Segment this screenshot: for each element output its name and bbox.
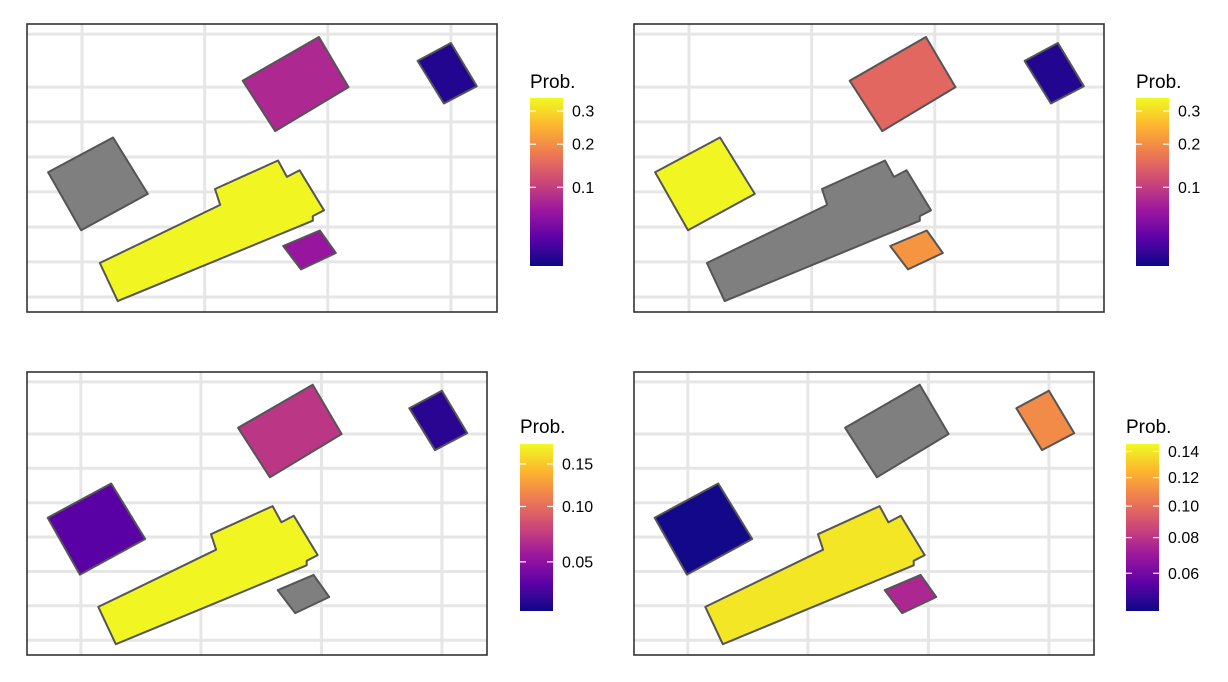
building-polygon-b5 [282, 229, 337, 271]
colorbar-tick-label: 0.08 [1168, 530, 1199, 547]
map-graticule [634, 372, 1094, 655]
colorbar-legend: Prob. 0.05 0.10 0.15 [520, 417, 593, 611]
legend-title: Prob. [1136, 72, 1181, 93]
colorbar-legend: Prob. 0.1 0.2 0.3 [1136, 72, 1200, 266]
colorbar-tick-label: 0.3 [1178, 104, 1200, 121]
map-panel-4: Prob. 0.06 0.08 0.10 0.12 0.14 [633, 371, 1199, 656]
building-polygon-b3 [47, 136, 149, 232]
colorbar [1136, 98, 1169, 266]
map-panel-1: Prob. 0.1 0.2 0.3 [26, 23, 594, 313]
building-polygon-b5 [883, 573, 938, 615]
building-polygon-b2 [1015, 389, 1076, 452]
legend-title: Prob. [520, 417, 565, 438]
building-polygon-b1 [241, 36, 350, 133]
building-polygon-b2 [408, 389, 469, 452]
legend-title: Prob. [530, 72, 575, 93]
building-polygon-b5 [276, 573, 331, 615]
building-polygon-b1 [848, 36, 957, 133]
colorbar-tick-label: 0.14 [1168, 444, 1199, 461]
map-frame [633, 371, 1095, 656]
building-polygon-b3 [653, 482, 754, 576]
colorbar-tick-label: 0.3 [572, 104, 594, 121]
map-frame [26, 371, 488, 656]
colorbar-tick-label: 0.1 [572, 180, 594, 197]
map-frame [633, 23, 1105, 313]
colorbar-tick-label: 0.10 [1168, 499, 1199, 516]
building-polygon-b4 [704, 505, 926, 646]
colorbar-tick-label: 0.12 [1168, 470, 1199, 487]
colorbar [520, 444, 553, 611]
building-polygon-b2 [416, 42, 478, 105]
legend-title: Prob. [1126, 417, 1171, 438]
colorbar-tick-label: 0.15 [562, 456, 593, 473]
building-polygon-b4 [97, 505, 319, 646]
map-panel-3: Prob. 0.05 0.10 0.15 [26, 371, 593, 656]
colorbar-tick-label: 0.05 [562, 554, 593, 571]
building-polygon-b2 [1023, 42, 1085, 105]
building-polygon-b1 [844, 383, 950, 479]
building-polygon-b1 [237, 383, 343, 479]
building-polygon-b3 [46, 482, 147, 576]
map-panel-2: Prob. 0.1 0.2 0.3 [633, 23, 1200, 313]
building-polygon-b4 [98, 159, 325, 303]
colorbar-legend: Prob. 0.06 0.08 0.10 0.12 0.14 [1126, 417, 1199, 611]
colorbar-tick-label: 0.06 [1168, 566, 1199, 583]
colorbar-tick-label: 0.2 [572, 137, 594, 154]
colorbar [530, 98, 563, 266]
colorbar-tick-label: 0.1 [1178, 180, 1200, 197]
building-polygon-b3 [654, 136, 756, 232]
colorbar-tick-label: 0.2 [1178, 137, 1200, 154]
colorbar-tick-label: 0.10 [562, 499, 593, 516]
building-polygon-b4 [705, 159, 932, 303]
building-polygon-b5 [889, 229, 944, 271]
colorbar-legend: Prob. 0.1 0.2 0.3 [530, 72, 594, 266]
map-frame [26, 23, 498, 313]
colorbar [1126, 444, 1159, 611]
